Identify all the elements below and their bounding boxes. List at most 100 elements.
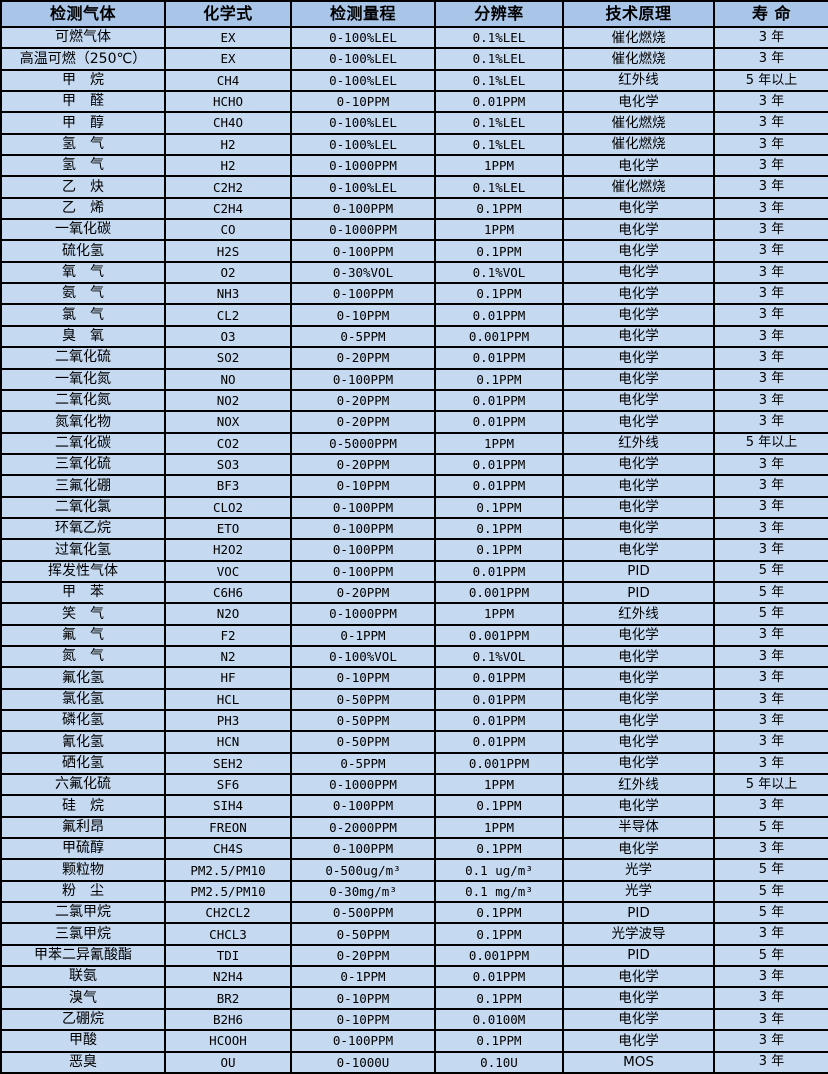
table-row: 二氯甲烷 CH2CL2 0-500PPM 0.1PPM PID 5 年 xyxy=(0,901,828,925)
table-header-row: 检测气体 化学式 检测量程 分辨率 技术原理寿 命 xyxy=(0,0,828,28)
resolution-cell: 0.01PPM xyxy=(434,708,564,733)
formula-cell: NO2 xyxy=(164,388,292,413)
range-cell: 0-1PPM xyxy=(290,623,436,647)
formula-cell: CL2 xyxy=(164,303,292,327)
principle-cell: 电化学 xyxy=(562,751,715,776)
lifespan-cell: 3 年 xyxy=(713,751,828,776)
lifespan-cell: 3 年 xyxy=(713,111,828,135)
formula-cell: BR2 xyxy=(164,986,292,1010)
range-cell: 0-100%LEL xyxy=(290,132,436,157)
lifespan-cell: 3 年 xyxy=(713,25,828,50)
gas-cell: 乙 炔 xyxy=(0,175,166,199)
formula-cell: NOX xyxy=(164,410,292,434)
lifespan-cell: 5 年 xyxy=(713,815,828,840)
gas-cell: 恶臭 xyxy=(0,1050,166,1074)
resolution-cell: 1PPM xyxy=(434,218,564,242)
lifespan-cell: 5 年 xyxy=(713,858,828,882)
table-row: 二氧化氮 NO2 0-20PPM 0.01PPM 电化学 3 年 xyxy=(0,388,828,413)
resolution-cell: 0.001PPM xyxy=(434,580,564,605)
gas-cell: 联氨 xyxy=(0,965,166,989)
gas-cell: 高温可燃（250℃） xyxy=(0,47,166,71)
resolution-cell: 0.01PPM xyxy=(434,388,564,413)
resolution-cell: 0.01PPM xyxy=(434,965,564,989)
resolution-cell: 0.001PPM xyxy=(434,751,564,776)
resolution-cell: 1PPM xyxy=(434,431,564,455)
table-row: 氟 气 F2 0-1PPM 0.001PPM 电化学 3 年 xyxy=(0,623,828,647)
gas-cell: 氧 气 xyxy=(0,260,166,285)
resolution-cell: 0.1%LEL xyxy=(434,132,564,157)
principle-cell: 电化学 xyxy=(562,623,715,647)
range-cell: 0-10PPM xyxy=(290,303,436,327)
lifespan-cell: 5 年 xyxy=(713,943,828,968)
principle-cell: 光学 xyxy=(562,879,715,904)
range-cell: 0-5PPM xyxy=(290,751,436,776)
formula-cell: H2 xyxy=(164,132,292,157)
principle-cell: 催化燃烧 xyxy=(562,175,715,199)
resolution-cell: 0.1%LEL xyxy=(434,111,564,135)
formula-cell: C2H2 xyxy=(164,175,292,199)
formula-cell: PH3 xyxy=(164,708,292,733)
gas-cell: 二氧化氯 xyxy=(0,495,166,519)
resolution-cell: 1PPM xyxy=(434,815,564,840)
range-cell: 0-30mg/m³ xyxy=(290,879,436,904)
resolution-cell: 0.1%LEL xyxy=(434,175,564,199)
resolution-cell: 0.01PPM xyxy=(434,410,564,434)
lifespan-cell: 3 年 xyxy=(713,495,828,519)
principle-cell: 电化学 xyxy=(562,516,715,541)
formula-cell: VOC xyxy=(164,559,292,583)
range-cell: 0-100PPM xyxy=(290,538,436,562)
gas-cell: 氟 气 xyxy=(0,623,166,647)
table-row: 甲 烷 CH4 0-100%LEL 0.1%LEL 红外线 5 年以上 xyxy=(0,68,828,93)
principle-cell: 电化学 xyxy=(562,730,715,754)
lifespan-cell: 3 年 xyxy=(713,644,828,669)
table-row: 乙硼烷 B2H6 0-10PPM 0.0100M 电化学 3 年 xyxy=(0,1007,828,1032)
table-row: 硫化氢 H2S 0-100PPM 0.1PPM 电化学 3 年 xyxy=(0,239,828,263)
table-body: 可燃气体 EX 0-100%LEL 0.1%LEL 催化燃烧 3 年高温可燃（250℃） E… xyxy=(0,25,828,1074)
range-cell: 0-1PPM xyxy=(290,965,436,989)
formula-cell: N2O xyxy=(164,602,292,626)
gas-cell: 二氧化氮 xyxy=(0,388,166,413)
lifespan-cell: 3 年 xyxy=(713,132,828,157)
column-header-range: 检测量程 xyxy=(290,0,436,28)
resolution-cell: 0.01PPM xyxy=(434,687,564,712)
table-row: 一氧化氮 NO 0-100PPM 0.1PPM 电化学 3 年 xyxy=(0,367,828,391)
gas-cell: 氢 气 xyxy=(0,132,166,157)
range-cell: 0-1000PPM xyxy=(290,218,436,242)
range-cell: 0-100PPM xyxy=(290,1029,436,1053)
formula-cell: CHCL3 xyxy=(164,922,292,946)
formula-cell: SO2 xyxy=(164,346,292,370)
table-row: 过氧化氢 H2O2 0-100PPM 0.1PPM 电化学 3 年 xyxy=(0,538,828,562)
range-cell: 0-100PPM xyxy=(290,559,436,583)
range-cell: 0-500PPM xyxy=(290,901,436,925)
principle-cell: 光学 xyxy=(562,858,715,882)
lifespan-cell: 3 年 xyxy=(713,837,828,861)
resolution-cell: 0.1PPM xyxy=(434,901,564,925)
range-cell: 0-100%LEL xyxy=(290,111,436,135)
range-cell: 0-100PPM xyxy=(290,794,436,818)
principle-cell: 电化学 xyxy=(562,239,715,263)
formula-cell: H2O2 xyxy=(164,538,292,562)
principle-cell: 电化学 xyxy=(562,452,715,477)
resolution-cell: 0.0100M xyxy=(434,1007,564,1032)
lifespan-cell: 3 年 xyxy=(713,282,828,306)
formula-cell: C2H4 xyxy=(164,196,292,221)
gas-cell: 甲 醇 xyxy=(0,111,166,135)
lifespan-cell: 3 年 xyxy=(713,154,828,178)
principle-cell: 电化学 xyxy=(562,1029,715,1053)
formula-cell: SEH2 xyxy=(164,751,292,776)
lifespan-cell: 5 年 xyxy=(713,580,828,605)
lifespan-cell: 3 年 xyxy=(713,730,828,754)
principle-cell: 电化学 xyxy=(562,303,715,327)
formula-cell: SIH4 xyxy=(164,794,292,818)
formula-cell: O3 xyxy=(164,324,292,349)
lifespan-cell: 3 年 xyxy=(713,1007,828,1032)
lifespan-cell: 5 年 xyxy=(713,901,828,925)
gas-cell: 氟化氢 xyxy=(0,666,166,690)
gas-cell: 氢 气 xyxy=(0,154,166,178)
lifespan-cell: 3 年 xyxy=(713,666,828,690)
gas-cell: 氯 气 xyxy=(0,303,166,327)
table-row: 颗粒物 PM2.5/PM10 0-500ug/m³ 0.1 ug/m³ 光学 5 年 xyxy=(0,858,828,882)
formula-cell: H2S xyxy=(164,239,292,263)
gas-cell: 甲 苯 xyxy=(0,580,166,605)
range-cell: 0-20PPM xyxy=(290,452,436,477)
